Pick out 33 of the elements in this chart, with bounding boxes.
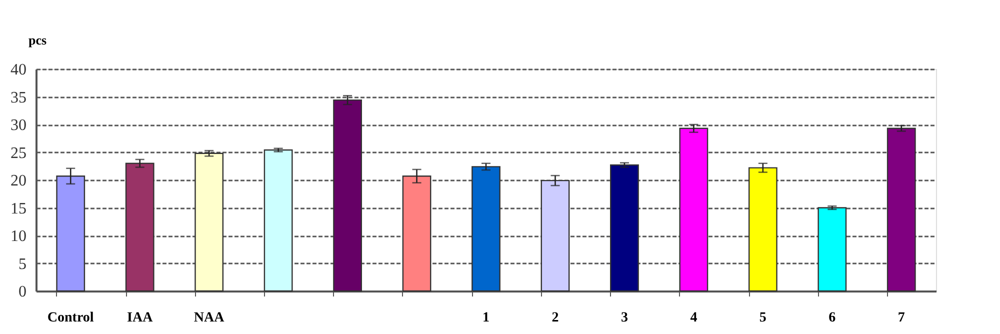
bar <box>264 149 293 292</box>
y-tick-label: 20 <box>10 172 26 190</box>
y-axis-title: pcs <box>28 32 47 48</box>
x-tick-label: 3 <box>620 310 628 326</box>
y-tick-label: 10 <box>10 228 26 245</box>
bar <box>333 99 362 292</box>
bar <box>125 162 154 292</box>
y-tick-label: 35 <box>10 89 26 106</box>
x-tick-label: 7 <box>898 310 905 326</box>
bar <box>610 164 639 292</box>
bar <box>56 176 86 292</box>
y-tick-label: 40 <box>10 62 26 78</box>
x-tick-label: 5 <box>759 310 766 326</box>
y-tick-label: 25 <box>10 144 26 162</box>
bar <box>472 166 500 292</box>
y-tick-label: 5 <box>18 256 26 273</box>
bar <box>194 152 224 292</box>
bar <box>818 207 847 292</box>
x-tick-label: Control <box>47 310 94 326</box>
bar <box>679 128 708 292</box>
y-tick-label: 0 <box>18 284 26 300</box>
bar <box>540 180 570 292</box>
x-tick-label: NAA <box>194 310 226 326</box>
bar <box>402 176 432 292</box>
y-tick-label: 15 <box>10 200 26 218</box>
bar <box>748 167 778 292</box>
x-tick-label: 4 <box>690 310 698 326</box>
y-tick-label: 30 <box>10 117 26 134</box>
x-tick-label: 1 <box>482 310 490 326</box>
x-tick-label: 6 <box>828 310 836 326</box>
x-tick-label: IAA <box>127 310 154 326</box>
x-tick-label: 2 <box>552 310 559 326</box>
bar <box>886 128 916 292</box>
